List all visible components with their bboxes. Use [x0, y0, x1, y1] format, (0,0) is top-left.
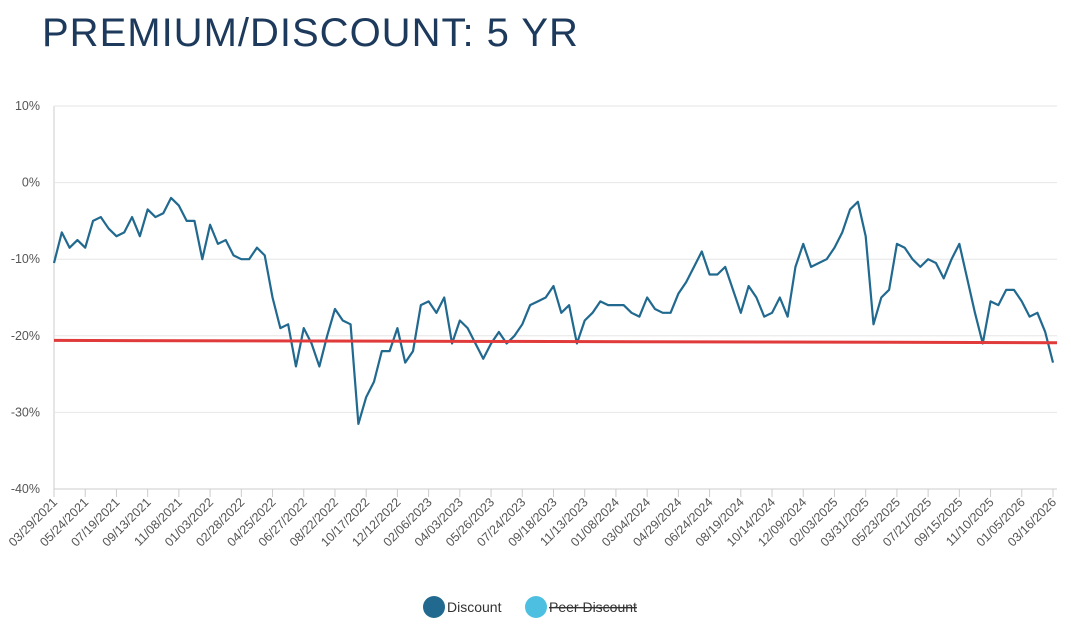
y-tick-label: 0% [22, 176, 40, 190]
reference-line [53, 338, 1058, 345]
legend-marker[interactable] [423, 596, 445, 618]
y-tick-label: -40% [11, 482, 40, 496]
legend-label[interactable]: Discount [447, 599, 502, 615]
y-tick-label: -10% [11, 252, 40, 266]
chart-title: PREMIUM/DISCOUNT: 5 YR [42, 11, 579, 55]
y-tick-label: -20% [11, 329, 40, 343]
y-tick-label: -30% [11, 405, 40, 419]
legend-label[interactable]: Peer Discount [549, 599, 637, 615]
data-line [52, 196, 1055, 425]
y-tick-label: 10% [15, 99, 40, 113]
legend-marker[interactable] [525, 596, 547, 618]
